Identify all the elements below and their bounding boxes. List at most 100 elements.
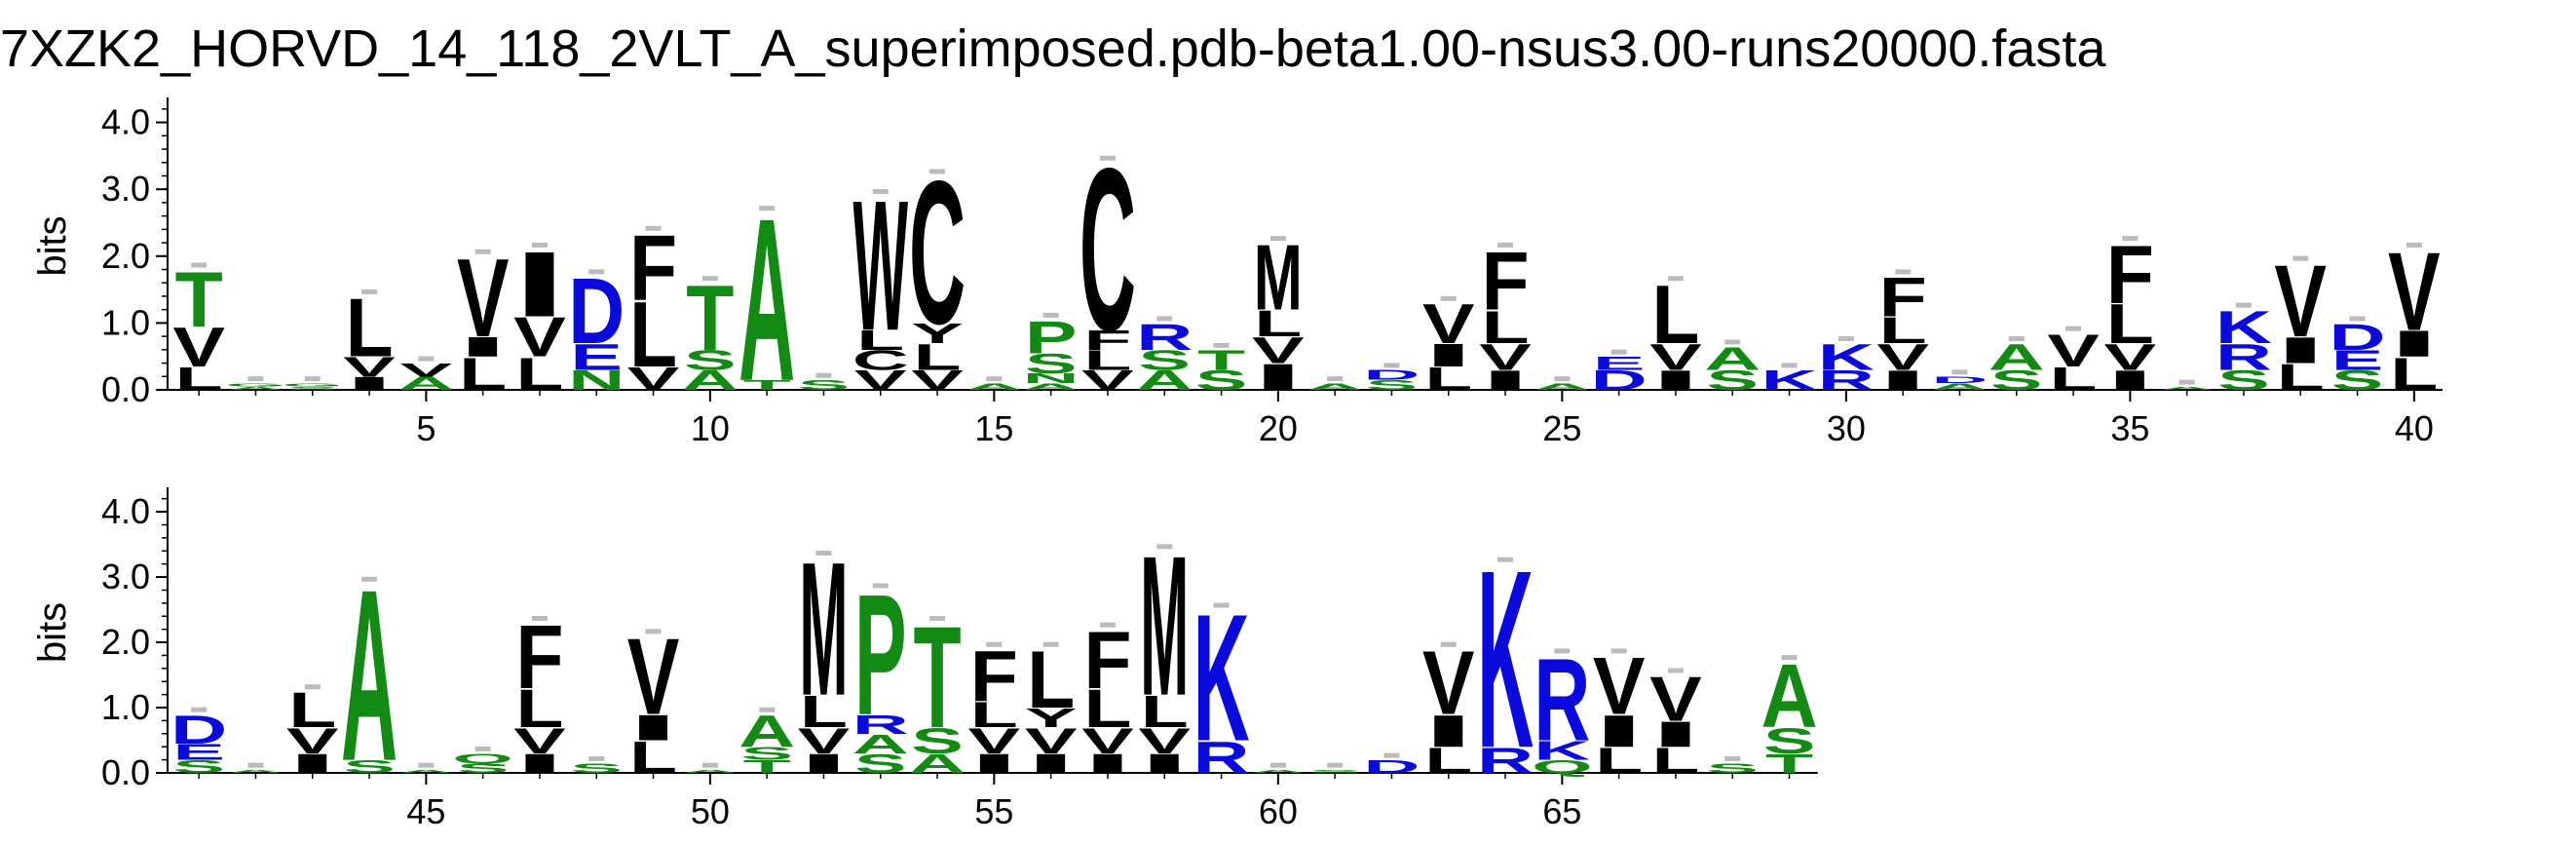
logo-column-48: S <box>570 755 623 776</box>
x-tick-label: 15 <box>974 408 1013 448</box>
y-tick-label: 4.0 <box>101 102 150 142</box>
logo-column-22: SD <box>1363 363 1420 393</box>
error-bar <box>418 356 435 362</box>
error-bar <box>2065 326 2082 331</box>
logo-letter-V: V <box>513 721 566 762</box>
logo-letter-S: S <box>854 749 907 779</box>
logo-letter-S: S <box>2331 365 2384 396</box>
logo-letter-V: V <box>1138 721 1191 762</box>
logo-letter-S: S <box>343 756 396 777</box>
error-bar <box>1156 544 1173 550</box>
logo-letter-L: L <box>515 348 563 400</box>
logo-letter-A: A <box>739 170 795 430</box>
logo-letter-L: L <box>1879 310 1927 351</box>
logo-letter-L: L <box>1424 361 1472 397</box>
y-tick-label: 2.0 <box>101 622 150 662</box>
logo-column-41: SED <box>170 707 227 777</box>
logo-letter-V: V <box>172 316 225 378</box>
logo-letter-R: R <box>1193 732 1250 783</box>
logo-letter-L: L <box>2049 361 2097 397</box>
logo-letter-V: V <box>911 365 964 396</box>
logo-letter-D: D <box>2330 317 2386 358</box>
error-bar <box>1724 755 1741 761</box>
error-bar <box>588 269 605 275</box>
chart-title: 7XZK2_HORVD_14_118_2VLT_A_superimposed.p… <box>0 19 2106 78</box>
logo-letter-S: S <box>798 377 851 393</box>
logo-letter-L: L <box>1424 741 1472 782</box>
logo-letter-A: A <box>341 538 398 812</box>
logo-column-8: NED <box>568 259 625 397</box>
logo-letter-V: V <box>968 721 1021 762</box>
error-bar <box>1213 342 1230 348</box>
x-tick-label: 50 <box>691 791 730 831</box>
logo-column-43: IVL <box>285 683 340 779</box>
logo-letter-A: A <box>1989 337 2045 378</box>
logo-letter-D: D <box>1931 375 1988 386</box>
logo-column-59: RK <box>1193 577 1250 783</box>
logo-letter-K: K <box>2216 301 2272 353</box>
error-bar <box>701 762 718 768</box>
error-bar <box>986 376 1003 382</box>
logo-column-65: QKR <box>1532 634 1593 777</box>
x-tick-label: 40 <box>2395 408 2434 448</box>
logo-column-25: A <box>1534 376 1590 392</box>
logo-letter-D: D <box>170 707 227 752</box>
logo-column-66: LIV <box>1592 641 1647 781</box>
logo-letter-V: V <box>1422 292 1475 355</box>
y-axis-label: bits <box>31 602 74 663</box>
logo-letter-L: L <box>288 683 336 739</box>
logo-letter-W: W <box>852 162 908 369</box>
error-bar <box>1724 339 1741 345</box>
logo-letter-L: L <box>345 281 393 374</box>
error-bar <box>1554 376 1571 382</box>
logo-letter-A: A <box>1307 382 1363 393</box>
error-bar <box>2349 316 2366 322</box>
logo-letter-I: I <box>1648 365 1703 396</box>
logo-letter-L: L <box>459 348 507 400</box>
logo-column-54: AST <box>909 597 966 779</box>
logo-letter-A: A <box>1136 365 1193 396</box>
logo-letter-V: V <box>2047 325 2100 376</box>
logo-column-69: TSA <box>1762 646 1818 779</box>
logo-letter-R: R <box>1477 741 1534 782</box>
logo-column-18: ASR <box>1136 316 1193 396</box>
logo-letter-K: K <box>1534 736 1590 766</box>
logo-letter-I: I <box>626 708 681 749</box>
logo-column-68: S <box>1706 755 1759 776</box>
error-bar <box>247 376 264 382</box>
logo-letter-T: T <box>743 756 792 777</box>
x-tick-label: 60 <box>1259 791 1298 831</box>
logo-letter-L: L <box>1027 635 1075 726</box>
logo-letter-I: I <box>1421 337 1476 373</box>
logo-letter-S: S <box>1990 365 2043 396</box>
error-bar <box>1497 557 1514 562</box>
logo-column-1: LVT <box>172 256 225 398</box>
y-tick-label: 3.0 <box>101 169 150 209</box>
logo-letter-V: V <box>1649 337 1702 378</box>
logo-letter-I: I <box>797 749 852 779</box>
error-bar <box>1383 363 1400 368</box>
error-bar <box>1383 752 1400 758</box>
logo-column-30: RK <box>1818 335 1875 396</box>
logo-letter-V: V <box>1649 664 1702 735</box>
logo-letter-F: F <box>629 215 677 320</box>
logo-letter-T: T <box>1197 344 1245 375</box>
x-tick-label: 20 <box>1259 408 1298 448</box>
logo-letter-L: L <box>1481 301 1529 353</box>
logo-letter-V: V <box>400 360 453 380</box>
logo-letter-V: V <box>2388 229 2441 353</box>
logo-letter-L: L <box>515 677 563 739</box>
logo-column-37: SRK <box>2216 301 2272 396</box>
logo-letter-V: V <box>1081 721 1134 762</box>
error-bar <box>759 206 776 211</box>
logo-letter-L: L <box>1651 741 1699 782</box>
error-bar <box>1269 236 1286 242</box>
